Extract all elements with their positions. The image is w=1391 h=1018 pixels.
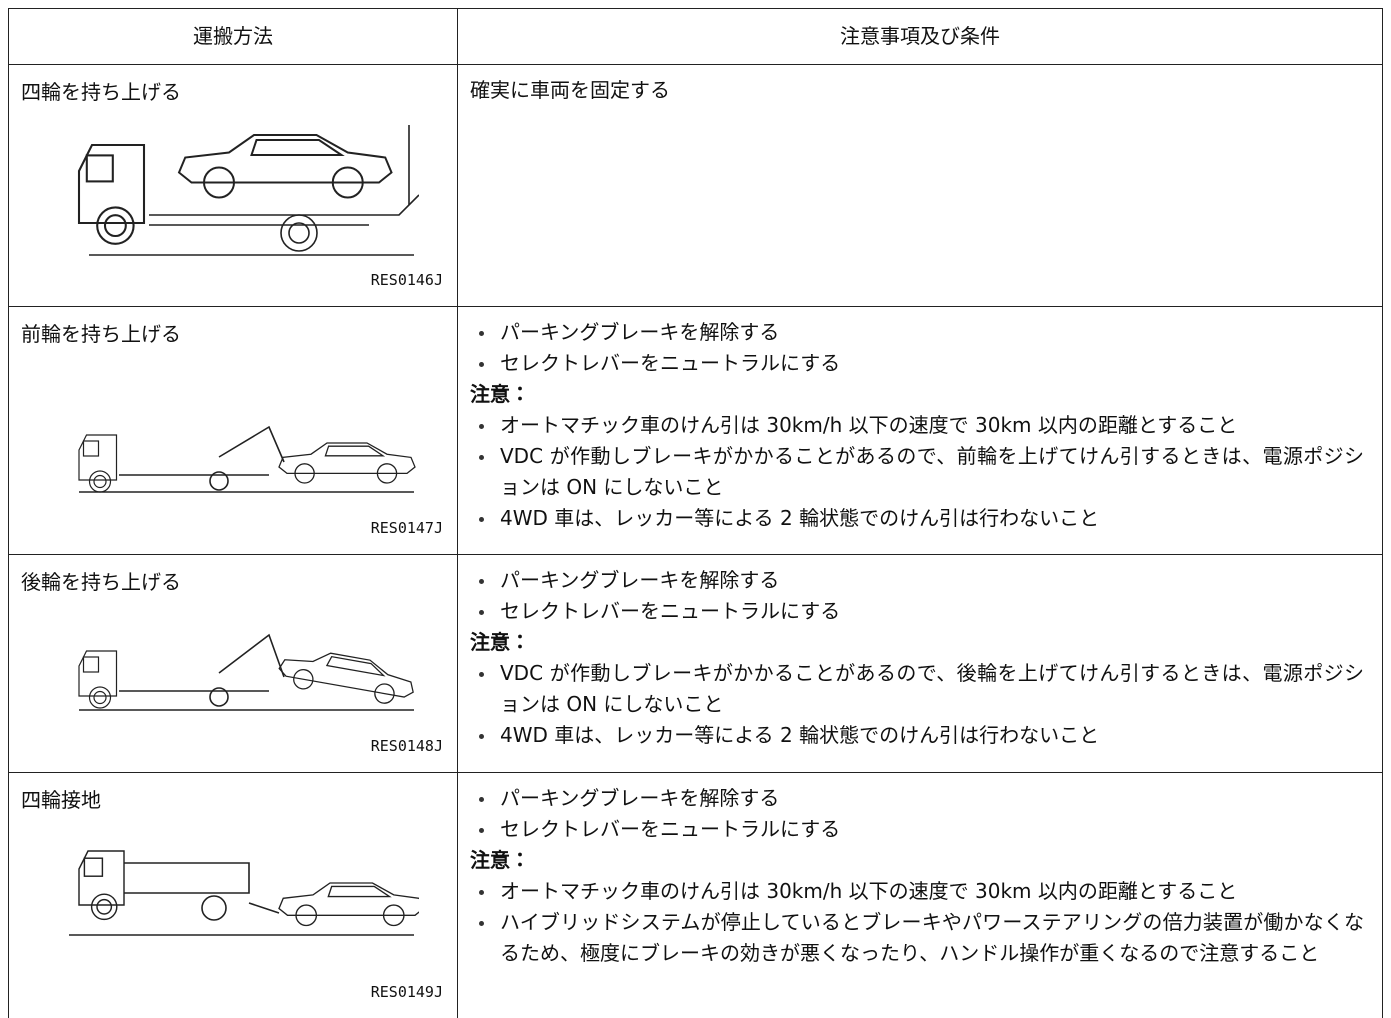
caution-label: 注意：: [470, 630, 530, 654]
towing-table: 運搬方法 注意事項及び条件 四輪を持ち上げる RES0146J 確実に車両を固定する…: [8, 8, 1383, 1018]
caution: オートマチック車のけん引は 30km/h 以下の速度で 30km 以内の距離とす…: [470, 410, 1364, 441]
caution: 4WD 車は、レッカー等による 2 輪状態でのけん引は行わないこと: [470, 503, 1364, 534]
notes-cell: 確実に車両を固定する: [457, 64, 1383, 307]
method: 後輪を持ち上げる: [21, 570, 181, 594]
item: パーキングブレーキを解除する: [470, 783, 1364, 814]
note: 確実に車両を固定する: [470, 78, 670, 102]
caution: VDC が作動しブレーキがかかることがあるので、後輪を上げてけん引するときは、電…: [470, 658, 1364, 720]
caution-list: VDC が作動しブレーキがかかることがあるので、後輪を上げてけん引するときは、電…: [470, 658, 1364, 751]
caution: VDC が作動しブレーキがかかることがあるので、前輪を上げてけん引するときは、電…: [470, 441, 1364, 503]
figure-code: RES0146J: [370, 271, 443, 289]
notes-cell: パーキングブレーキを解除する セレクトレバーをニュートラルにする注意： オートマチッ…: [457, 772, 1383, 1018]
document: 運搬方法 注意事項及び条件 四輪を持ち上げる RES0146J 確実に車両を固定する…: [8, 8, 1383, 1018]
caution-list: オートマチック車のけん引は 30km/h 以下の速度で 30km 以内の距離とす…: [470, 410, 1364, 534]
figure-code: RES0149J: [370, 982, 443, 1001]
header-cell: 運搬方法: [8, 8, 458, 65]
caution: ハイブリッドシステムが停止しているとブレーキやパワーステアリングの倍力装置が働か…: [470, 907, 1364, 969]
method-cell: 四輪を持ち上げる RES0146J: [8, 64, 458, 307]
item: セレクトレバーをニュートラルにする: [470, 596, 1364, 627]
caution: オートマチック車のけん引は 30km/h 以下の速度で 30km 以内の距離とす…: [470, 876, 1364, 907]
table-row: 四輪接地 RES0149J パーキングブレーキを解除する セレクトレバーをニュートラル…: [8, 772, 1383, 1018]
method: 四輪を持ち上げる: [21, 80, 181, 104]
table-row: 四輪を持ち上げる RES0146J 確実に車両を固定する: [8, 64, 1383, 307]
caution-label: 注意：: [470, 382, 530, 406]
table-row: 後輪を持ち上げる RES0148J パーキングブレーキを解除する セレクトレバーをニュ…: [8, 554, 1383, 773]
caution: 4WD 車は、レッカー等による 2 輪状態でのけん引は行わないこと: [470, 720, 1364, 751]
method-cell: 前輪を持ち上げる RES0147J: [8, 306, 458, 555]
header-cell: 注意事項及び条件: [457, 8, 1383, 65]
illustration: [69, 115, 420, 274]
caution-label: 注意：: [470, 848, 530, 872]
figure-code: RES0148J: [370, 737, 443, 755]
table-row: 前輪を持ち上げる RES0147J パーキングブレーキを解除する セレクトレバーをニュ…: [8, 306, 1383, 555]
table-body: 四輪を持ち上げる RES0146J 確実に車両を固定する前輪を持ち上げる RES014…: [8, 64, 1383, 1018]
illustration: [69, 833, 425, 952]
item-list: パーキングブレーキを解除する セレクトレバーをニュートラルにする: [470, 317, 1364, 379]
item-list: パーキングブレーキを解除する セレクトレバーをニュートラルにする: [470, 783, 1364, 845]
item-list: パーキングブレーキを解除する セレクトレバーをニュートラルにする: [470, 565, 1364, 627]
item: セレクトレバーをニュートラルにする: [470, 348, 1364, 379]
illustration: [69, 417, 419, 506]
method-cell: 四輪接地 RES0149J: [8, 772, 458, 1018]
item: パーキングブレーキを解除する: [470, 317, 1364, 348]
caution-list: オートマチック車のけん引は 30km/h 以下の速度で 30km 以内の距離とす…: [470, 876, 1364, 969]
method-cell: 後輪を持ち上げる RES0148J: [8, 554, 458, 773]
item: パーキングブレーキを解除する: [470, 565, 1364, 596]
method: 四輪接地: [21, 788, 101, 812]
method: 前輪を持ち上げる: [21, 322, 181, 346]
illustration: [69, 625, 419, 724]
figure-code: RES0147J: [370, 519, 443, 537]
item: セレクトレバーをニュートラルにする: [470, 814, 1364, 845]
header-row: 運搬方法 注意事項及び条件: [8, 8, 1383, 65]
notes-cell: パーキングブレーキを解除する セレクトレバーをニュートラルにする注意： VDC が作…: [457, 554, 1383, 773]
notes-cell: パーキングブレーキを解除する セレクトレバーをニュートラルにする注意： オートマチッ…: [457, 306, 1383, 555]
